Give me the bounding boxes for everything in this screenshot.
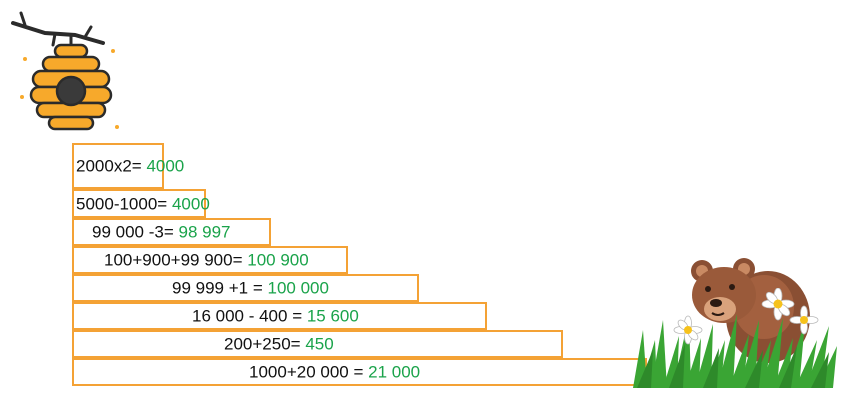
step-answer: 4000 <box>146 156 185 176</box>
step-answer: 100 000 <box>267 278 329 298</box>
step-expression: 99 999 +1 = <box>172 278 268 298</box>
step-expression: 2000x2= <box>76 156 147 176</box>
step-expression: 1000+20 000 = <box>249 362 369 382</box>
step-answer: 21 000 <box>368 362 421 382</box>
beehive-icon <box>11 11 119 131</box>
daisy-icon <box>673 288 819 345</box>
step-expression: 5000-1000= <box>76 194 172 213</box>
step-3: 99 000 -3= 98 997 <box>72 218 271 246</box>
step-7: 200+250= 450 <box>72 330 563 358</box>
step-1: 2000x2= 4000 <box>72 143 184 189</box>
step-expression: 99 000 -3= <box>92 222 179 242</box>
step-answer: 98 997 <box>178 222 231 242</box>
step-2: 5000-1000= 4000 <box>72 189 210 218</box>
step-answer: 450 <box>305 334 334 354</box>
step-8: 1000+20 000 = 21 000 <box>72 358 647 386</box>
step-expression: 100+900+99 900= <box>104 250 248 270</box>
step-answer: 15 600 <box>306 306 359 326</box>
step-6: 16 000 - 400 = 15 600 <box>72 302 487 330</box>
step-answer: 4000 <box>171 194 210 213</box>
step-answer: 100 900 <box>247 250 309 270</box>
step-expression: 16 000 - 400 = <box>192 306 307 326</box>
step-expression: 200+250= <box>224 334 306 354</box>
grass-icon <box>633 314 837 388</box>
step-4: 100+900+99 900= 100 900 <box>72 246 348 274</box>
step-5: 99 999 +1 = 100 000 <box>72 274 419 302</box>
